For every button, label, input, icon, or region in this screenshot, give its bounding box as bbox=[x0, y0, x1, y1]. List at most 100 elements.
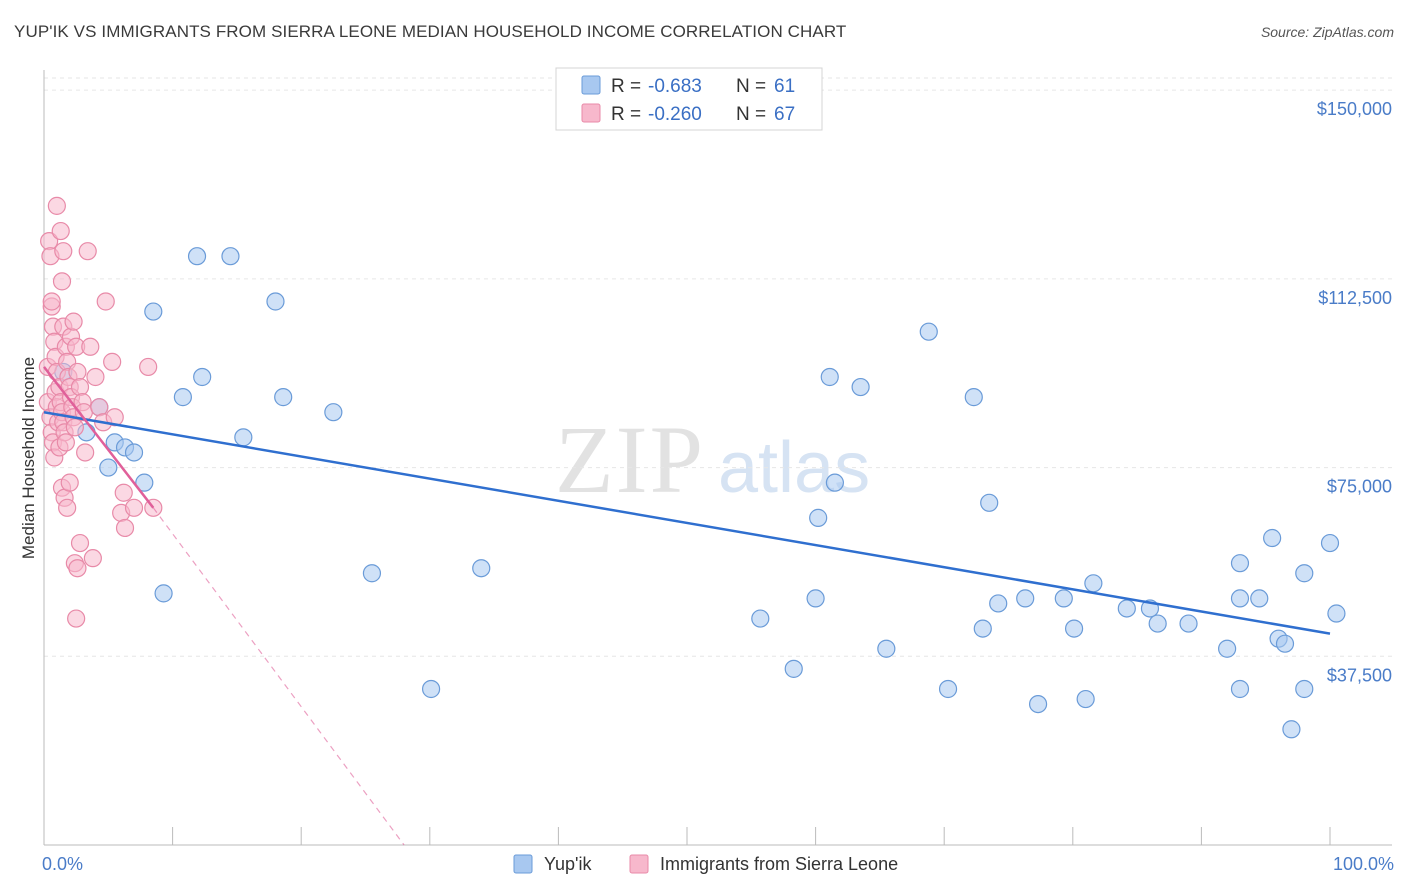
point-yupik-6 bbox=[144, 302, 163, 321]
stats-legend-r-label-sierra-leone: R = bbox=[611, 104, 641, 125]
stats-legend-r-label-yupik: R = bbox=[611, 76, 641, 97]
point-yupik-29 bbox=[919, 322, 938, 341]
point-sierra-leone-58 bbox=[96, 292, 115, 311]
point-yupik-41 bbox=[1117, 599, 1136, 618]
point-yupik-46 bbox=[1230, 589, 1250, 608]
watermark-zip: ZIP bbox=[555, 406, 705, 513]
grid-lines bbox=[44, 77, 1392, 657]
point-yupik-12 bbox=[173, 388, 192, 407]
point-sierra-leone-44 bbox=[68, 362, 87, 382]
point-yupik-25 bbox=[820, 367, 839, 387]
point-yupik-16 bbox=[274, 388, 293, 407]
stats-legend-n-value-yupik: 61 bbox=[774, 76, 795, 97]
point-sierra-leone-54 bbox=[81, 337, 100, 356]
point-yupik-32 bbox=[973, 619, 992, 638]
point-yupik-30 bbox=[938, 679, 958, 699]
point-sierra-leone-45 bbox=[70, 377, 90, 397]
point-sierra-leone-50 bbox=[68, 559, 87, 578]
point-yupik-47 bbox=[1230, 554, 1250, 573]
trend-line-sierra-leone bbox=[43, 366, 155, 509]
point-yupik-49 bbox=[1250, 589, 1269, 608]
point-yupik-9 bbox=[154, 584, 173, 603]
point-yupik-44 bbox=[1179, 614, 1198, 633]
stats-legend-r-value-yupik: -0.683 bbox=[648, 76, 702, 97]
point-yupik-18 bbox=[362, 564, 382, 583]
point-yupik-11 bbox=[193, 367, 212, 387]
y-tick-labels: $150,000 $112,500 $75,000 $37,500 bbox=[1317, 99, 1392, 685]
trend-line-yupik bbox=[43, 410, 1331, 635]
point-sierra-leone-56 bbox=[90, 398, 109, 417]
point-sierra-leone-36 bbox=[65, 418, 84, 437]
stats-legend-swatch-sierra-leone bbox=[581, 103, 601, 123]
stats-legend: R = -0.683 N = 61 R = -0.260 N = 67 bbox=[555, 67, 823, 131]
trend-extension-sierra-leone bbox=[152, 507, 405, 846]
point-yupik-35 bbox=[1016, 589, 1035, 608]
point-yupik-23 bbox=[806, 589, 825, 608]
point-yupik-50 bbox=[1263, 528, 1282, 548]
point-yupik-27 bbox=[851, 377, 870, 397]
point-yupik-57 bbox=[1327, 604, 1346, 623]
series-legend: Yup'ik Immigrants from Sierra Leone bbox=[513, 854, 898, 874]
point-sierra-leone-53 bbox=[78, 242, 97, 261]
point-sierra-leone-65 bbox=[124, 498, 144, 517]
stats-legend-n-label-yupik: N = bbox=[736, 76, 766, 97]
y-tick-label-1: $112,500 bbox=[1318, 288, 1392, 308]
point-sierra-leone-60 bbox=[105, 408, 124, 427]
stats-legend-r-value-sierra-leone: -0.260 bbox=[648, 104, 702, 125]
point-yupik-28 bbox=[877, 639, 896, 658]
point-yupik-38 bbox=[1064, 619, 1084, 638]
point-yupik-10 bbox=[187, 247, 207, 266]
point-sierra-leone-24 bbox=[51, 221, 70, 241]
point-yupik-43 bbox=[1148, 614, 1167, 633]
point-yupik-5 bbox=[124, 443, 144, 462]
x-ticks bbox=[43, 827, 1331, 845]
series-legend-swatch-sierra-leone bbox=[629, 854, 649, 874]
point-yupik-24 bbox=[809, 508, 828, 527]
point-yupik-33 bbox=[980, 493, 999, 512]
point-sierra-leone-52 bbox=[67, 609, 86, 628]
trend-lines bbox=[43, 366, 1331, 846]
point-yupik-45 bbox=[1218, 639, 1237, 658]
point-yupik-39 bbox=[1076, 689, 1095, 709]
point-sierra-leone-23 bbox=[47, 196, 66, 215]
x-tick-label-max: 100.0% bbox=[1333, 854, 1394, 874]
point-yupik-15 bbox=[266, 292, 285, 311]
y-tick-label-2: $75,000 bbox=[1327, 477, 1392, 497]
point-yupik-34 bbox=[989, 594, 1008, 613]
stats-legend-swatch-yupik bbox=[581, 75, 601, 95]
series-legend-label-yupik: Yup'ik bbox=[544, 854, 592, 874]
source-label: Source: ZipAtlas.com bbox=[1260, 24, 1394, 40]
point-sierra-leone-63 bbox=[114, 483, 133, 502]
series-legend-swatch-yupik bbox=[513, 854, 533, 874]
point-yupik-37 bbox=[1054, 589, 1073, 608]
point-yupik-56 bbox=[1320, 533, 1340, 553]
point-yupik-13 bbox=[221, 247, 240, 266]
point-sierra-leone-22 bbox=[56, 433, 75, 452]
chart-title: YUP'IK VS IMMIGRANTS FROM SIERRA LEONE M… bbox=[14, 22, 847, 41]
point-sierra-leone-27 bbox=[42, 292, 61, 311]
point-sierra-leone-59 bbox=[103, 352, 122, 371]
y-tick-label-3: $37,500 bbox=[1327, 665, 1392, 685]
point-yupik-36 bbox=[1028, 694, 1048, 714]
stats-legend-n-label-sierra-leone: N = bbox=[736, 104, 766, 125]
point-yupik-53 bbox=[1282, 720, 1301, 739]
point-yupik-48 bbox=[1230, 679, 1250, 699]
point-sierra-leone-51 bbox=[70, 533, 90, 553]
point-yupik-19 bbox=[472, 559, 491, 578]
point-sierra-leone-55 bbox=[86, 367, 105, 387]
point-sierra-leone-48 bbox=[76, 443, 95, 462]
axes bbox=[43, 70, 1392, 846]
y-axis-label: Median Household Income bbox=[19, 357, 38, 559]
point-yupik-26 bbox=[825, 473, 844, 492]
point-sierra-leone-42 bbox=[64, 312, 83, 331]
point-sierra-leone-26 bbox=[52, 272, 72, 291]
scatter-points bbox=[38, 196, 1346, 739]
point-sierra-leone-61 bbox=[83, 549, 102, 568]
point-yupik-31 bbox=[964, 388, 983, 407]
point-sierra-leone-25 bbox=[54, 242, 73, 261]
point-yupik-14 bbox=[234, 428, 253, 447]
series-legend-label-sierra-leone: Immigrants from Sierra Leone bbox=[660, 854, 898, 874]
point-yupik-55 bbox=[1295, 564, 1314, 583]
point-sierra-leone-39 bbox=[58, 498, 77, 517]
